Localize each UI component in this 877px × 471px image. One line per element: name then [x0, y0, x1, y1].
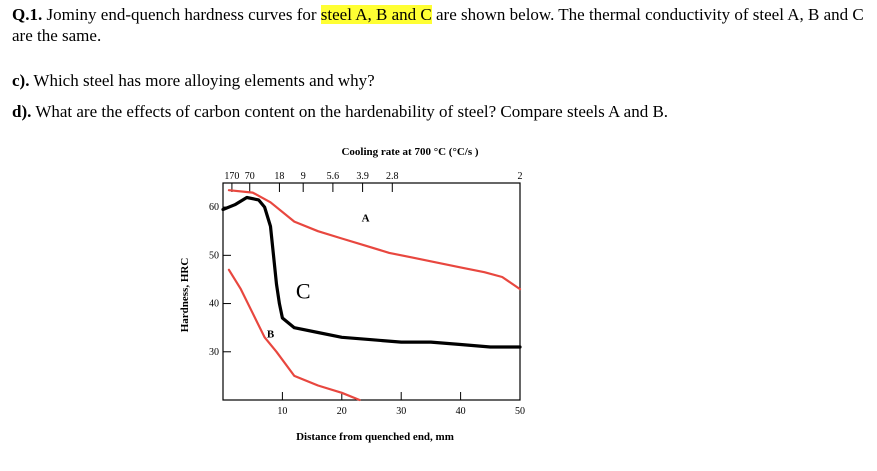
question-number: Q.1. — [12, 5, 43, 24]
y-tick-label: 30 — [209, 347, 219, 358]
part-c-label: c). — [12, 71, 30, 90]
top-tick-label: 9 — [301, 171, 306, 182]
curve-c — [221, 195, 522, 349]
top-tick-label: 2.8 — [386, 171, 399, 182]
question-part-c: c). Which steel has more alloying elemen… — [12, 70, 375, 91]
question-text-after: are shown below. The thermal conductivit… — [12, 5, 864, 45]
top-tick-label: 5.6 — [327, 171, 340, 182]
question-part-d: d). What are the effects of carbon conte… — [12, 101, 668, 122]
part-d-text: What are the effects of carbon content o… — [31, 102, 669, 121]
top-tick-label: 170 — [224, 171, 239, 182]
x-tick-label: 30 — [396, 406, 406, 417]
x-axis-label: Distance from quenched end, mm — [296, 431, 454, 443]
plot-frame — [222, 182, 521, 401]
y-tick-label: 50 — [209, 250, 219, 261]
curve-label-c: C — [296, 279, 311, 304]
axis-ticks: 10 20 30 40 50 30 40 50 60 170 70 18 9 5.6 3.9 2.8 2 — [209, 171, 525, 417]
highlighted-text: steel A, B and C — [320, 5, 432, 24]
curves: A B C — [221, 189, 522, 402]
x-tick-label: 40 — [456, 406, 466, 417]
chart-title: Cooling rate at 700 °C (°C/s ) — [341, 146, 478, 158]
x-tick-label: 50 — [515, 406, 525, 417]
curve-a — [227, 189, 522, 291]
part-c-text: Which steel has more alloying elements a… — [29, 71, 375, 90]
top-tick-label: 18 — [274, 171, 284, 182]
y-tick-label: 60 — [209, 202, 219, 213]
x-tick-label: 20 — [337, 406, 347, 417]
question-text: Q.1. Jominy end-quench hardness curves f… — [12, 4, 872, 46]
question-text-before: Jominy end-quench hardness curves for — [42, 5, 321, 24]
top-tick-label: 2 — [518, 171, 523, 182]
y-axis-label: Hardness, HRC — [179, 258, 191, 333]
curve-label-b: B — [267, 328, 275, 340]
part-d-label: d). — [12, 102, 32, 121]
y-tick-label: 40 — [209, 299, 219, 310]
curve-label-a: A — [362, 213, 370, 225]
x-tick-label: 10 — [277, 406, 287, 417]
top-tick-label: 70 — [245, 171, 255, 182]
curve-b — [227, 268, 361, 402]
top-tick-label: 3.9 — [356, 171, 369, 182]
